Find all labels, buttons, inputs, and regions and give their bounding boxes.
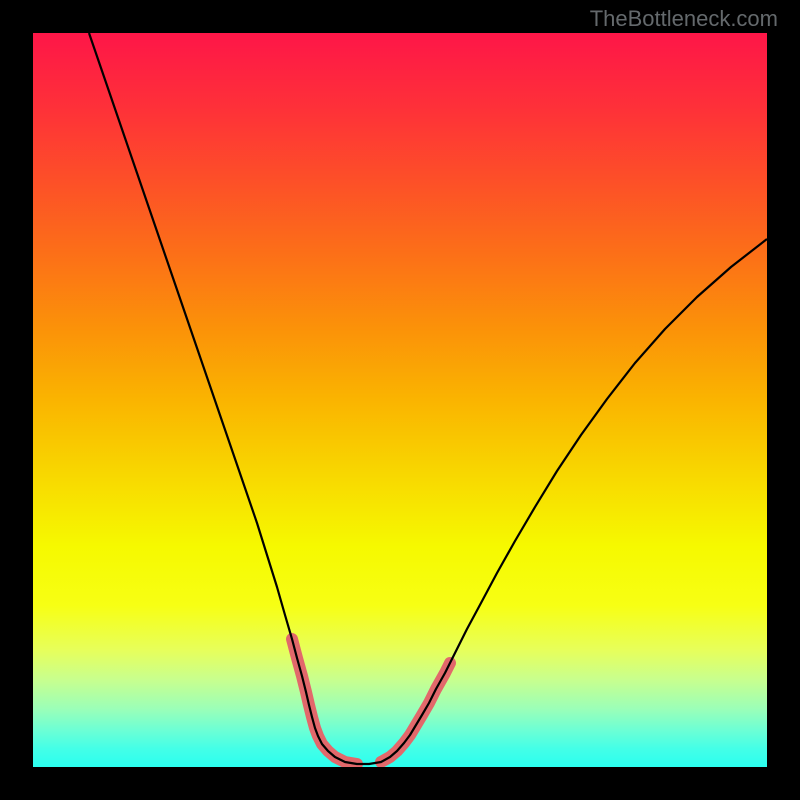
chart-plot-area bbox=[33, 33, 767, 767]
watermark-text: TheBottleneck.com bbox=[590, 6, 778, 32]
gradient-background bbox=[33, 33, 767, 767]
chart-svg bbox=[33, 33, 767, 767]
